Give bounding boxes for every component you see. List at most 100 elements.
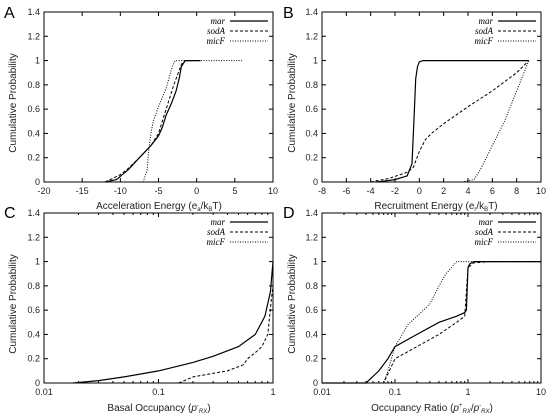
panel-c-y-tick-label: 1.4: [27, 208, 40, 218]
panel-b-series-mar: [376, 59, 529, 183]
panel-c-y-tick-label: 0.6: [27, 305, 40, 315]
panel-d-y-tick-label: 0: [313, 378, 318, 388]
panel-b-series-micf: [461, 60, 530, 183]
panel-b-x-tick-label: 2: [441, 186, 446, 196]
panel-a-x-label: Acceleration Energy (ea/kBT): [96, 201, 222, 213]
panel-b-series-soda: [370, 60, 530, 183]
panel-b-y-tick-label: 1: [313, 56, 318, 66]
panel-a-x-tick-label: 0: [194, 186, 199, 196]
panel-c-y-tick-label: 1: [35, 257, 40, 267]
panel-b-x-label: Recruitment Energy (er/kBT): [374, 201, 497, 213]
panel-b-x-tick-label: 0: [417, 186, 422, 196]
panel-b-x-tick-label: -6: [342, 186, 350, 196]
panel-b-letter: B: [283, 5, 294, 22]
panel-a-letter: A: [4, 5, 15, 22]
panel-d: D Cumulative Probability 0 0.2 0.4 0.6 0.8 1 1…: [283, 205, 546, 415]
panel-a-x-tick-label: -5: [154, 186, 162, 196]
panel-b-x-tick-label: -2: [391, 186, 399, 196]
panel-a-plot: 0 0.2 0.4 0.6 0.8 1 1.2 1.4 -20 -15 -10 -5 0 5 10 marso…: [27, 7, 278, 196]
panel-b-x-tick-label: -4: [367, 186, 375, 196]
panel-b-legend-label-mar: mar: [478, 16, 493, 26]
panel-c-y-tick-label: 0.4: [27, 329, 40, 339]
panel-d-x-label: Occupancy Ratio (p+RX/p-RX): [371, 403, 493, 415]
panel-d-y-tick-label: 1.2: [305, 232, 318, 242]
panel-b-legend-label-soda: sodA: [475, 26, 494, 36]
panel-b-y-tick-label: 0.4: [305, 128, 318, 138]
panel-a-x-tick-label: 5: [232, 186, 237, 196]
panel-c: C Cumulative Probability 0 0.2 0.4 0.6 0.8 1 1…: [4, 205, 276, 415]
panel-a-y-tick-label: 0.2: [27, 153, 40, 163]
panel-c-x-tick-label: 0.1: [152, 387, 165, 397]
panel-a-legend-label-soda: sodA: [207, 26, 226, 36]
panel-d-x-tick-label: 0.1: [389, 387, 402, 397]
panel-c-x-label: Basal Occupancy (p-RX): [107, 403, 210, 415]
panel-c-legend-label-mar: mar: [210, 217, 225, 227]
panel-c-y-tick-label: 0: [35, 378, 40, 388]
panel-b-frame: [321, 11, 542, 183]
panel-d-legend-label-soda: sodA: [475, 227, 494, 237]
panel-d-series-micf: [322, 261, 541, 384]
panel-b-x-tick-label: 4: [465, 186, 470, 196]
panel-c-series-soda: [178, 285, 274, 384]
panel-b-y-tick-label: 1.2: [305, 31, 318, 41]
panel-b-x-tick-label: 8: [514, 186, 519, 196]
panel-c-x-tick-label: 0.01: [35, 387, 53, 397]
panel-a-y-tick-label: 1.4: [27, 7, 40, 17]
panel-b-x-tick-label: -8: [318, 186, 326, 196]
panel-c-y-tick-label: 0.2: [27, 354, 40, 364]
panel-d-series-soda: [322, 261, 541, 384]
panel-a-series-micf: [128, 60, 243, 183]
panel-a-y-tick-label: 0.4: [27, 128, 40, 138]
panel-d-letter: D: [283, 205, 295, 222]
panel-c-letter: C: [4, 205, 16, 222]
panel-d-y-label: Cumulative Probability: [287, 254, 298, 354]
panel-a-x-tick-label: -20: [37, 186, 50, 196]
panel-d-x-tick-label: 1: [465, 387, 470, 397]
panel-d-y-tick-label: 1.4: [305, 208, 318, 218]
panel-a-frame: [43, 11, 274, 183]
panel-a-series-soda: [104, 60, 197, 183]
panel-d-y-tick-label: 0.8: [305, 281, 318, 291]
panel-b-y-tick-label: 0: [313, 177, 318, 187]
panel-c-series-mar: [73, 261, 274, 384]
panel-d-y-tick-label: 1: [313, 257, 318, 267]
panel-c-y-tick-label: 0.8: [27, 281, 40, 291]
panel-c-legend-label-soda: sodA: [207, 227, 226, 237]
panel-a-x-tick-label: -10: [114, 186, 127, 196]
panel-a-x-tick-label: 10: [268, 186, 278, 196]
panel-b-plot: 0 0.2 0.4 0.6 0.8 1 1.2 1.4 -8 -6 -4 -2 0 2 4 6 8 10 marso…: [305, 7, 546, 196]
panel-d-y-tick-label: 0.6: [305, 305, 318, 315]
panel-a-x-tick-label: -15: [76, 186, 89, 196]
panel-c-legend-label-micf: micF: [207, 237, 226, 247]
panel-a-y-label: Cumulative Probability: [8, 53, 19, 153]
panel-d-legend-label-mar: mar: [478, 217, 493, 227]
panel-d-y-tick-label: 0.2: [305, 354, 318, 364]
panel-c-frame: [43, 212, 274, 384]
panel-a-y-tick-label: 0.6: [27, 104, 40, 114]
panel-a-y-tick-label: 1.2: [27, 31, 40, 41]
panel-a-legend-label-micf: micF: [207, 36, 226, 46]
panel-d-x-tick-label: 0.01: [313, 387, 331, 397]
panel-b-legend-label-micf: micF: [475, 36, 494, 46]
panel-c-y-tick-label: 1.2: [27, 232, 40, 242]
panel-a: A Cumulative Probability 0 0.2 0.4 0.6 0.8 1 1…: [4, 5, 278, 213]
panel-a-legend-label-mar: mar: [210, 16, 225, 26]
panel-a-y-tick-label: 0.8: [27, 80, 40, 90]
panel-d-y-tick-label: 0.4: [305, 329, 318, 339]
panel-b-y-label: Cumulative Probability: [287, 53, 298, 153]
panel-d-x-tick-label: 10: [536, 387, 546, 397]
panel-b: B Cumulative Probability 0 0.2 0.4 0.6 0.8 1 1…: [283, 5, 546, 213]
panel-a-series-mar: [104, 59, 201, 183]
panel-b-y-tick-label: 0.8: [305, 80, 318, 90]
panel-d-plot: 0 0.2 0.4 0.6 0.8 1 1.2 1.4 0.01 0.1 1 10 marsodAmic…: [305, 208, 546, 397]
panel-d-legend-label-micf: micF: [475, 237, 494, 247]
panel-d-series-mar: [322, 261, 541, 384]
panel-a-y-tick-label: 0: [35, 177, 40, 187]
panel-b-y-tick-label: 1.4: [305, 7, 318, 17]
panel-b-x-tick-label: 6: [490, 186, 495, 196]
panel-d-frame: [321, 212, 542, 384]
panel-c-x-tick-label: 1: [270, 387, 275, 397]
panel-b-y-tick-label: 0.6: [305, 104, 318, 114]
